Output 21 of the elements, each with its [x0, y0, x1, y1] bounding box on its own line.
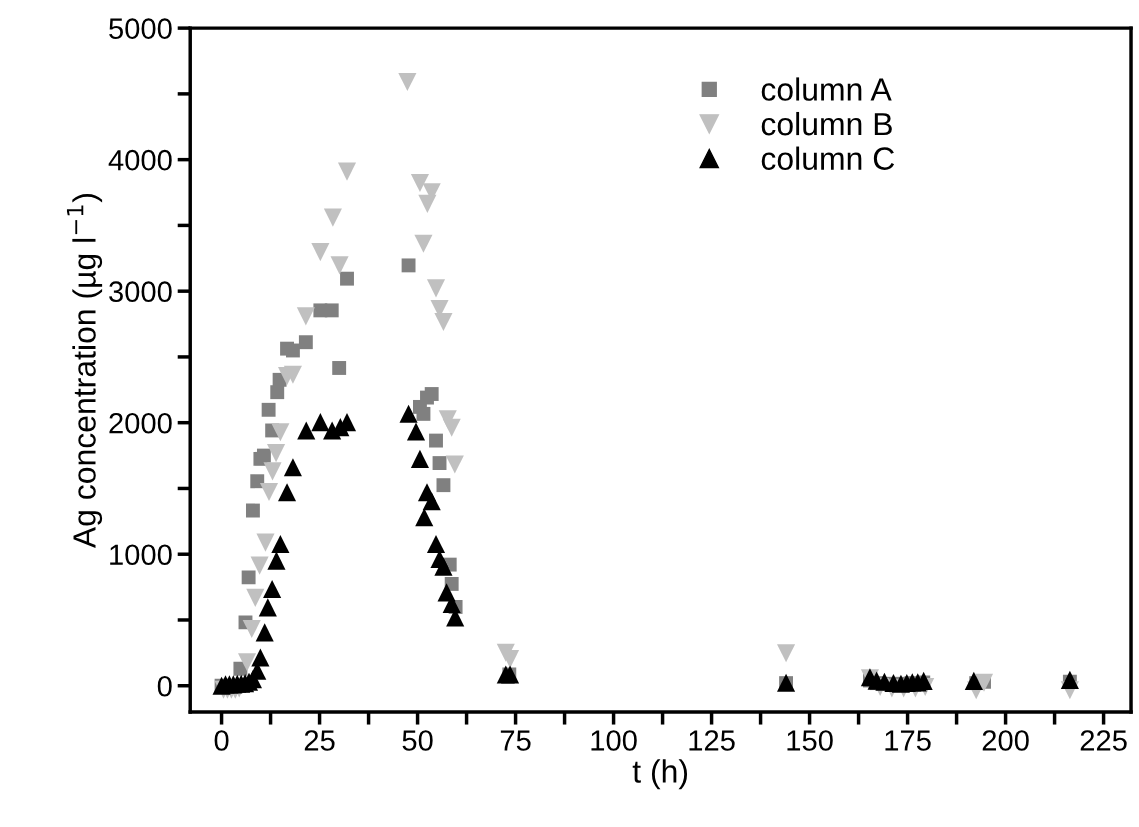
legend-label: column A [761, 77, 892, 101]
x-tick-label: 0 [214, 730, 229, 751]
y-tick-label: 3000 [109, 281, 172, 303]
legend-label: column C [761, 146, 895, 170]
x-tick-label: 75 [500, 730, 531, 751]
y-axis-title: Ag concentration (µg l$^{−1}$) [66, 193, 103, 549]
y-tick-label: 2000 [109, 412, 172, 434]
x-tick-label: 150 [787, 730, 833, 751]
x-tick-label: 200 [982, 730, 1029, 751]
y-tick-label: 1000 [110, 544, 172, 566]
x-tick-label: 125 [689, 730, 735, 751]
y-tick-label: 5000 [109, 18, 172, 39]
x-tick-label: 100 [591, 730, 637, 751]
y-tick-label: 0 [157, 675, 172, 697]
legend-label: column B [761, 111, 892, 136]
x-tick-label: 50 [402, 730, 433, 751]
x-tick-label: 225 [1080, 730, 1127, 751]
x-tick-label: 25 [304, 730, 335, 751]
x-tick-label: 175 [885, 730, 931, 751]
x-axis-title: t (h) [632, 759, 688, 790]
y-tick-label: 4000 [108, 149, 172, 171]
